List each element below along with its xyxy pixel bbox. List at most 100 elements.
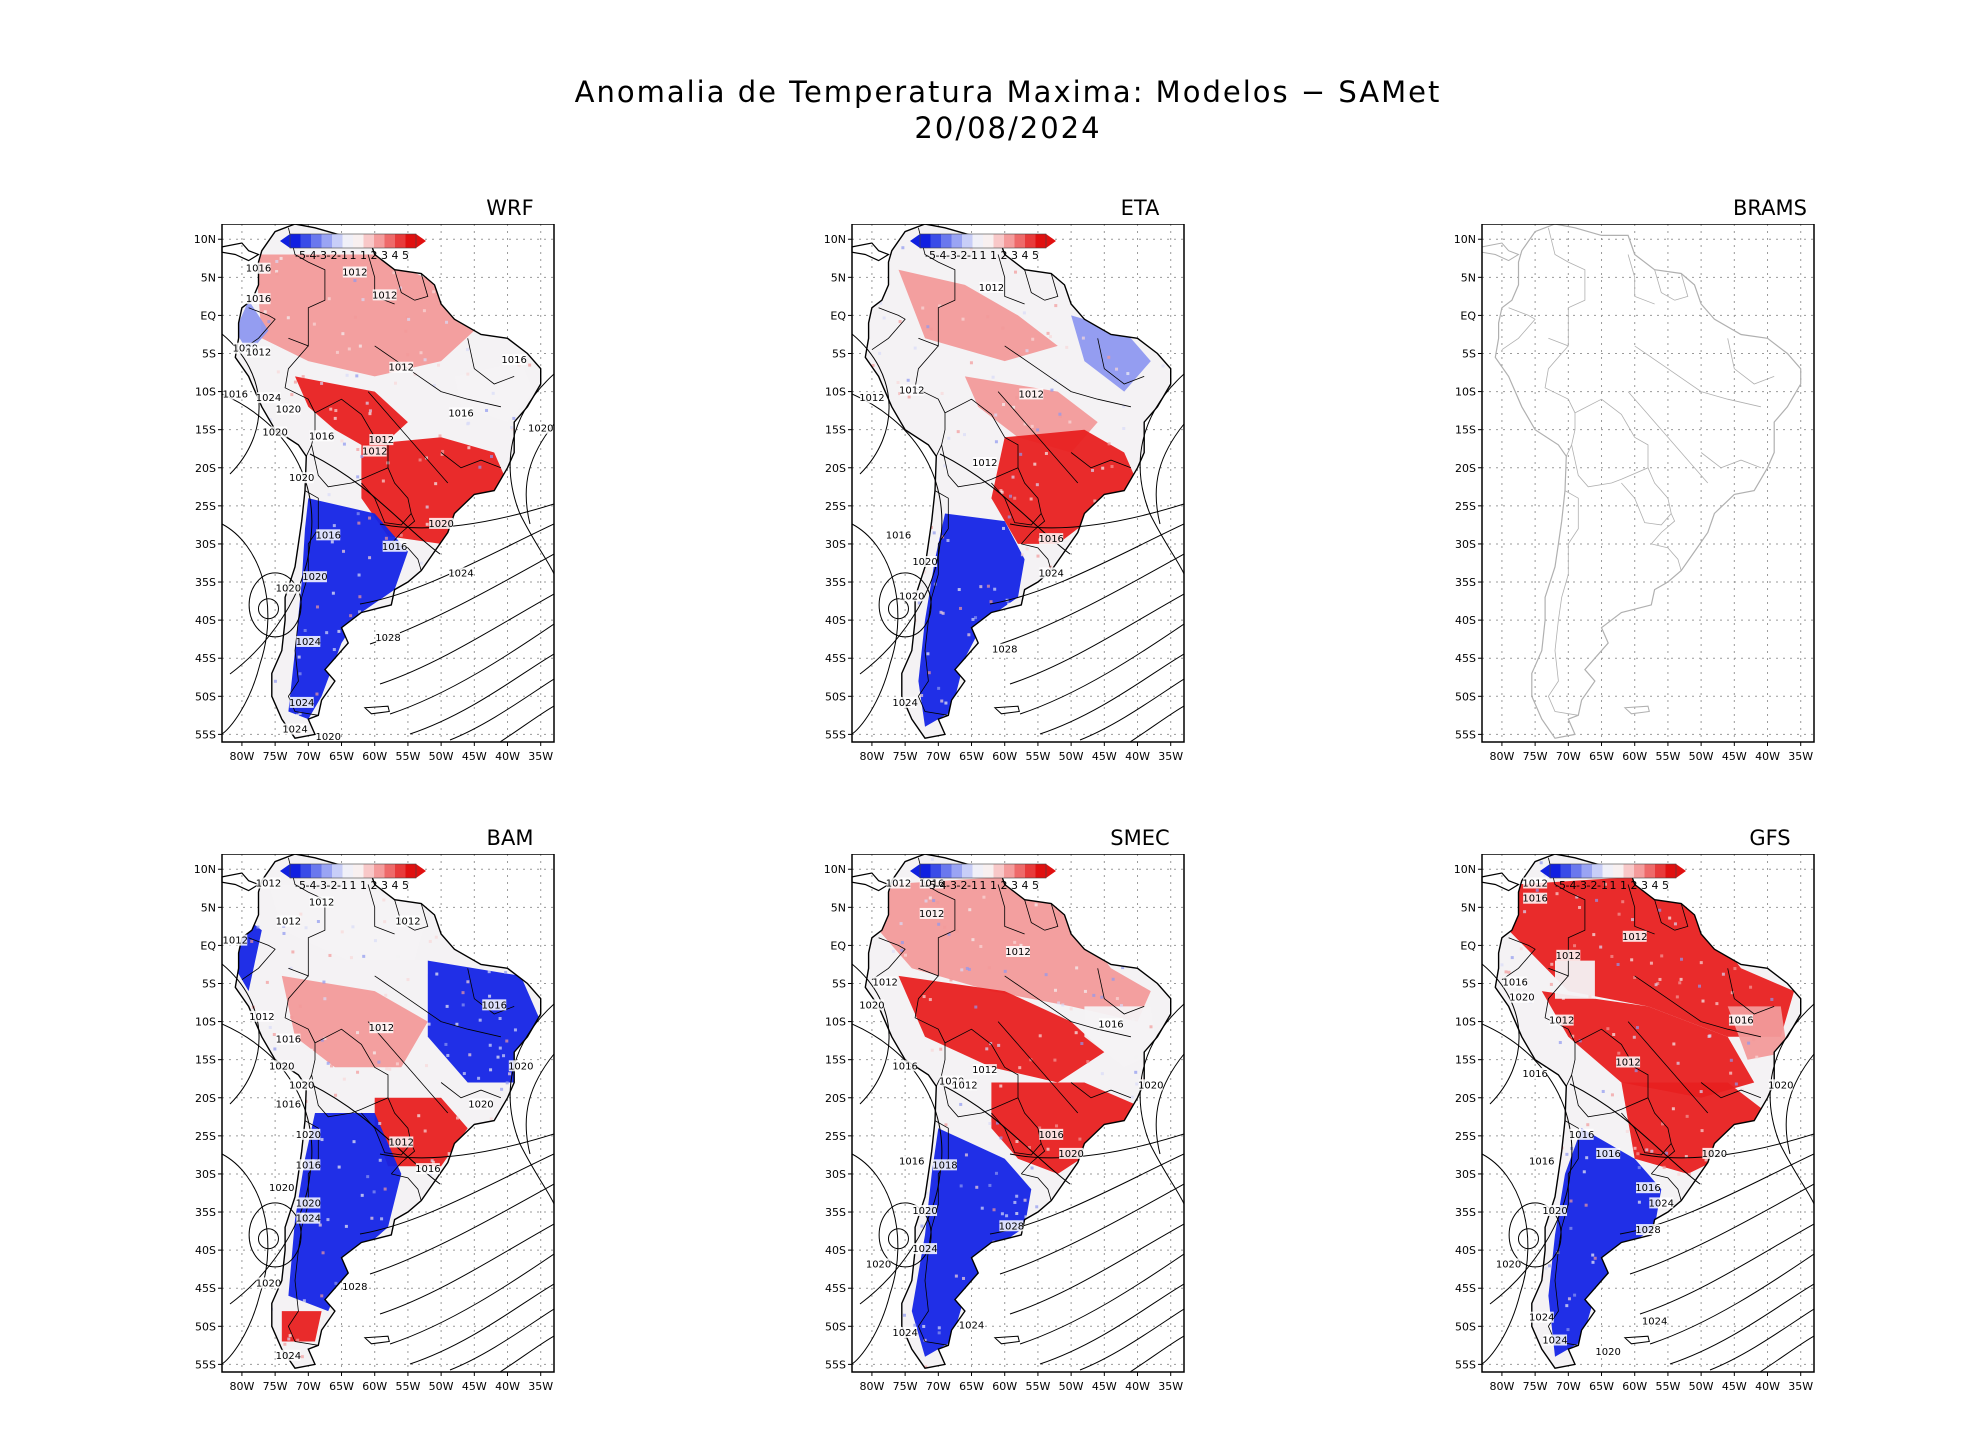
- isobar-label-bg: [389, 361, 414, 373]
- lon-tick-label: 35W: [1158, 750, 1183, 763]
- speckle: [316, 920, 320, 924]
- speckle: [341, 332, 345, 336]
- speckle: [1107, 442, 1111, 446]
- speckle: [1721, 972, 1725, 976]
- speckle: [1612, 1300, 1616, 1304]
- panel-wrf: WRF 1016 1012 1012 1016 1020 1012 1012 1016 1016…: [170, 196, 610, 796]
- speckle: [467, 421, 471, 425]
- panel-title: WRF: [486, 196, 534, 220]
- isobar-label-text: 1012: [369, 435, 394, 446]
- country-border: [997, 1021, 1079, 1114]
- isobar-label-text: 1012: [1556, 951, 1581, 962]
- colorbar-swatch: [405, 864, 416, 878]
- isobar-label: 1016: [382, 540, 407, 553]
- speckle: [1063, 1358, 1067, 1362]
- lat-tick-label: 10N: [1454, 863, 1476, 876]
- speckle: [312, 322, 316, 326]
- speckle: [1633, 1146, 1637, 1150]
- speckle: [1634, 1351, 1638, 1355]
- lat-tick-label: 40S: [1455, 1244, 1476, 1257]
- isobar-label-bg: [873, 976, 898, 988]
- speckle: [1170, 606, 1171, 610]
- speckle: [1495, 1307, 1497, 1311]
- isobar-label: 1020: [269, 1060, 294, 1072]
- panel-brams: BRAMS 10N 5N EQ 5S 10S 15S 20S 25S 30S 35S 40S 45S 5…: [1430, 196, 1870, 796]
- speckle: [1603, 882, 1607, 886]
- isobar-label-text: 1024: [296, 637, 321, 648]
- speckle: [898, 320, 902, 324]
- speckle: [1048, 335, 1052, 339]
- speckle: [487, 970, 491, 974]
- speckle: [298, 711, 302, 715]
- speckle: [1625, 1129, 1629, 1133]
- lon-tick-label: 55W: [395, 1380, 420, 1393]
- speckle: [994, 413, 998, 417]
- lon-tick-label: 40W: [1755, 750, 1780, 763]
- anomaly-field: [1495, 854, 1801, 1369]
- speckle: [1530, 959, 1534, 963]
- speckle: [1074, 1031, 1078, 1035]
- speckle: [1132, 1216, 1136, 1220]
- speckle: [534, 686, 538, 690]
- isobar-label-bg: [449, 407, 474, 419]
- central-america-coast: [851, 242, 890, 262]
- lat-tick-label: 25S: [195, 500, 216, 513]
- speckle: [1704, 1158, 1708, 1162]
- speckle: [1665, 1208, 1669, 1212]
- speckle: [875, 420, 879, 424]
- country-border: [288, 857, 326, 977]
- speckle: [1121, 966, 1125, 970]
- isobar-label-bg: [1098, 1018, 1123, 1030]
- speckle: [500, 1087, 504, 1091]
- speckle: [278, 456, 282, 460]
- speckle: [1011, 475, 1015, 479]
- lat-tick-label: 40S: [1455, 614, 1476, 627]
- speckle: [258, 499, 262, 503]
- speckle: [1079, 720, 1083, 724]
- colorbar-tick-label: -1: [337, 879, 348, 892]
- speckle: [871, 364, 875, 368]
- country-border: [1044, 903, 1059, 931]
- lat-tick-label: 30S: [1455, 538, 1476, 551]
- speckle: [1671, 1107, 1675, 1111]
- country-border: [1727, 338, 1775, 385]
- speckle: [906, 378, 910, 382]
- isobar-label: 1020: [1702, 1147, 1727, 1160]
- isobar-label-bg: [276, 1098, 301, 1110]
- speckle: [429, 1172, 433, 1176]
- lat-tick-label: 45S: [1455, 1282, 1476, 1295]
- speckle: [1124, 693, 1128, 697]
- speckle: [380, 1318, 384, 1322]
- isobar-label-text: 1012: [952, 1080, 977, 1091]
- speckle: [318, 1223, 322, 1227]
- country-border: [997, 391, 1079, 484]
- isobar-lines: [1482, 963, 1814, 1372]
- isobar-label: 1024: [892, 1326, 918, 1339]
- speckle: [1048, 675, 1052, 679]
- speckle: [1149, 630, 1153, 634]
- isobar-label-bg: [939, 1075, 964, 1087]
- country-border: [284, 345, 316, 457]
- colorbar-arrow-right: [1046, 234, 1056, 248]
- speckle: [882, 264, 886, 268]
- speckle: [485, 1340, 489, 1344]
- isobar-label: 1020: [1542, 1205, 1568, 1217]
- lon-tick-label: 55W: [1025, 750, 1050, 763]
- country-border: [374, 345, 501, 408]
- isobar-label: 1012: [389, 361, 414, 374]
- speckle: [939, 610, 943, 614]
- colorbar-arrow-right: [416, 864, 426, 878]
- speckle: [1161, 1271, 1165, 1275]
- speckle: [1029, 604, 1033, 608]
- speckle: [872, 487, 876, 491]
- isobar-lines: [222, 963, 554, 1372]
- speckle: [1504, 970, 1508, 974]
- speckle: [290, 1015, 294, 1019]
- speckle: [1722, 1321, 1726, 1325]
- speckle: [536, 471, 540, 475]
- colorbar-tick-label: -4: [936, 879, 947, 892]
- lat-tick-label: 5N: [831, 901, 846, 914]
- lat-tick-label: 20S: [825, 462, 846, 475]
- speckle: [868, 227, 872, 231]
- isobar-label-bg: [1509, 991, 1534, 1003]
